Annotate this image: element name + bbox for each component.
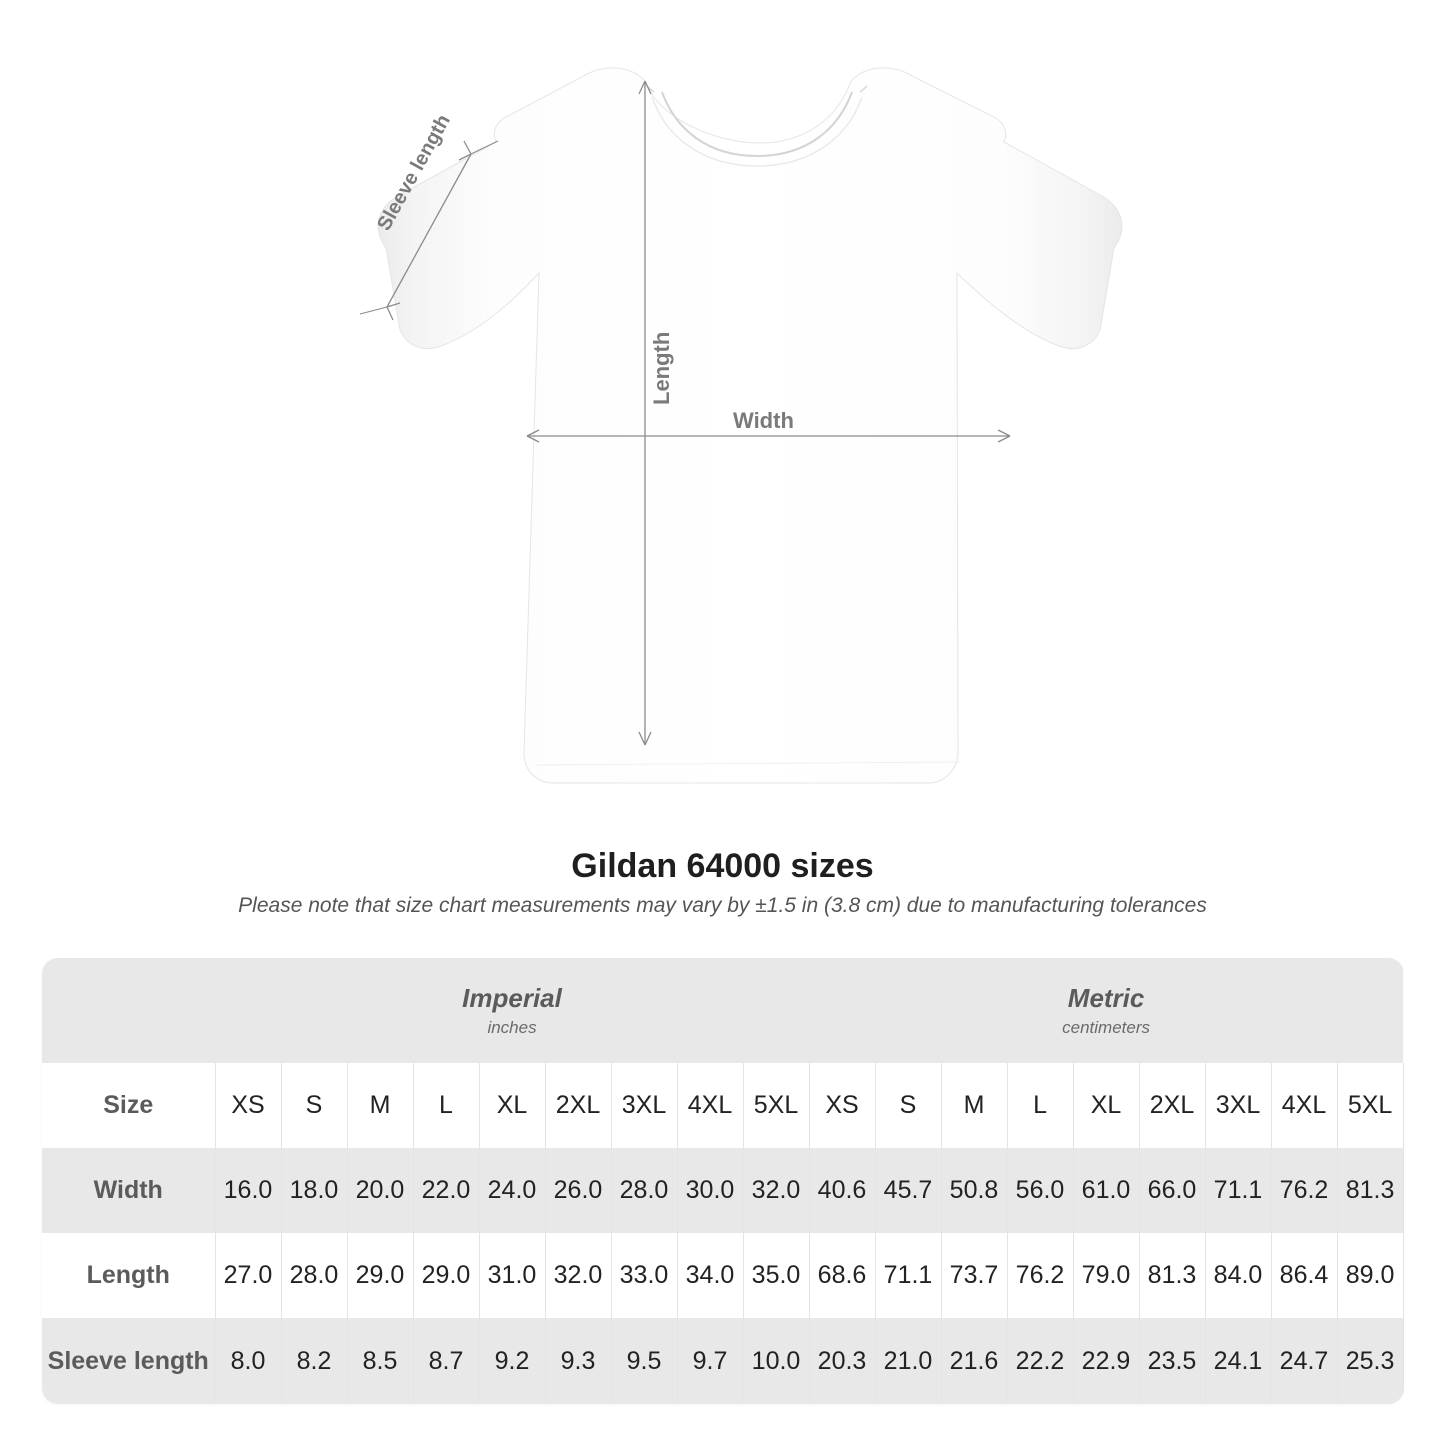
svg-text:Length: Length [649,332,674,405]
svg-text:Width: Width [733,408,794,433]
